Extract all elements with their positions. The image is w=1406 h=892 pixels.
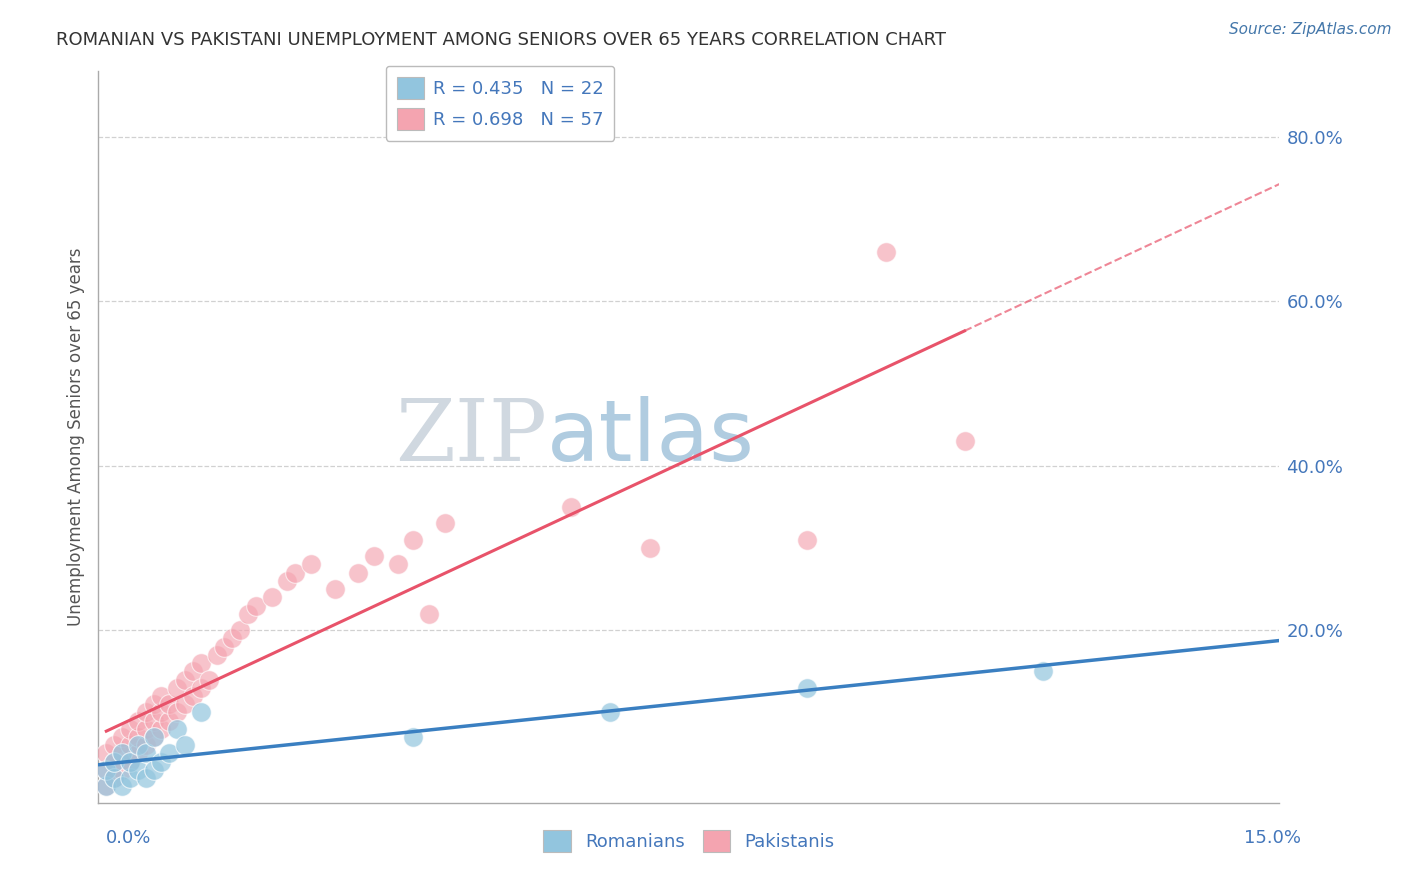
Point (166, 706, 188, 720)
Point (796, 681, 818, 695)
Point (150, 706, 173, 720)
Point (276, 574, 298, 588)
Point (638, 541, 661, 555)
Point (96, 763, 118, 777)
Point (142, 697, 165, 711)
Point (118, 771, 141, 785)
Point (118, 755, 141, 769)
Point (135, 747, 157, 761)
Point (174, 739, 197, 753)
Point (402, 730, 425, 744)
Point (150, 755, 173, 769)
Text: Source: ZipAtlas.com: Source: ZipAtlas.com (1229, 22, 1392, 37)
Point (205, 648, 228, 662)
Y-axis label: Unemployment Among Seniors over 65 years: Unemployment Among Seniors over 65 years (66, 248, 84, 626)
Point (135, 706, 157, 720)
Point (103, 771, 125, 785)
Point (111, 780, 134, 794)
Point (166, 681, 188, 695)
Point (127, 714, 149, 728)
Point (229, 624, 252, 638)
Point (157, 697, 180, 711)
Point (347, 566, 370, 580)
Point (1032, 665, 1054, 679)
Point (135, 739, 157, 753)
Point (190, 706, 212, 720)
Point (174, 673, 197, 687)
Point (118, 722, 141, 736)
Point (402, 533, 425, 547)
Point (142, 763, 165, 777)
Point (197, 673, 219, 687)
Point (181, 665, 204, 679)
Point (118, 755, 141, 769)
Text: 15.0%: 15.0% (1243, 829, 1301, 847)
Point (111, 747, 134, 761)
Point (118, 739, 141, 753)
Point (418, 607, 440, 621)
Legend: Romanians, Pakistanis: Romanians, Pakistanis (536, 823, 842, 860)
Point (103, 755, 125, 769)
Point (111, 763, 134, 777)
Point (96, 780, 118, 794)
Point (599, 706, 621, 720)
Point (387, 558, 409, 572)
Point (166, 722, 188, 736)
Point (284, 566, 307, 580)
Text: ZIP: ZIP (395, 395, 547, 479)
Point (181, 689, 204, 703)
Point (96, 747, 118, 761)
Point (560, 500, 582, 514)
Point (260, 591, 283, 605)
Point (135, 722, 157, 736)
Text: atlas: atlas (547, 395, 755, 479)
Point (103, 739, 125, 753)
Point (127, 763, 149, 777)
Point (127, 739, 149, 753)
Point (150, 722, 173, 736)
Point (111, 747, 134, 761)
Point (953, 434, 976, 449)
Point (236, 607, 259, 621)
Point (190, 656, 212, 670)
Point (103, 755, 125, 769)
Point (299, 558, 322, 572)
Text: ROMANIAN VS PAKISTANI UNEMPLOYMENT AMONG SENIORS OVER 65 YEARS CORRELATION CHART: ROMANIAN VS PAKISTANI UNEMPLOYMENT AMONG… (56, 31, 946, 49)
Point (875, 245, 897, 260)
Point (363, 549, 385, 564)
Point (96, 780, 118, 794)
Point (221, 632, 243, 646)
Point (157, 714, 180, 728)
Point (174, 697, 197, 711)
Text: 0.0%: 0.0% (105, 829, 150, 847)
Point (190, 681, 212, 695)
Point (433, 516, 456, 531)
Point (796, 533, 818, 547)
Point (127, 730, 149, 744)
Point (214, 640, 236, 654)
Point (150, 689, 173, 703)
Point (323, 582, 346, 596)
Point (111, 730, 134, 744)
Point (142, 730, 165, 744)
Point (157, 747, 180, 761)
Point (135, 771, 157, 785)
Point (127, 747, 149, 761)
Point (142, 714, 165, 728)
Point (103, 771, 125, 785)
Point (142, 730, 165, 744)
Point (96, 763, 118, 777)
Point (245, 599, 267, 613)
